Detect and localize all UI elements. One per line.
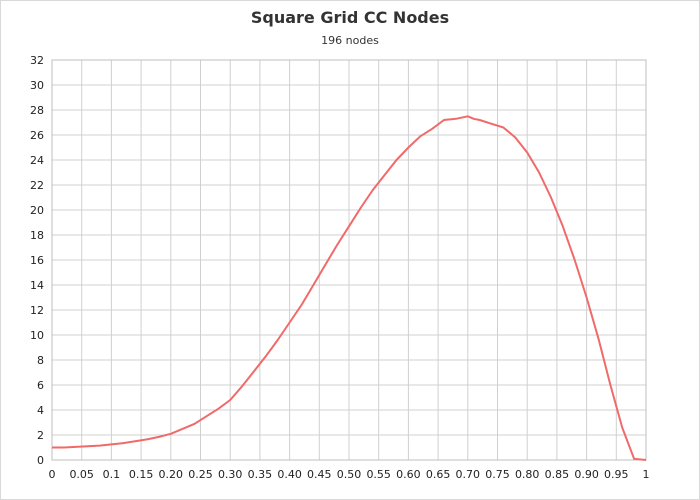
y-tick-label: 0 [37, 454, 44, 467]
x-tick-label: 0.90 [574, 468, 599, 481]
x-tick-label: 0.15 [129, 468, 154, 481]
y-tick-label: 28 [30, 104, 44, 117]
x-tick-label: 0.85 [545, 468, 570, 481]
x-tick-label: 1 [643, 468, 650, 481]
x-tick-label: 0.60 [396, 468, 421, 481]
x-axis-tick-labels: 0 0.05 0.1 0.15 0.20 0.25 0.30 0.35 0.40 0.45 0.50… [49, 468, 650, 481]
chart-title: Square Grid CC Nodes [250, 8, 450, 27]
x-tick-label: 0.35 [248, 468, 273, 481]
y-tick-label: 12 [30, 304, 44, 317]
x-tick-label: 0.05 [69, 468, 94, 481]
x-tick-label: 0.95 [604, 468, 629, 481]
x-tick-label: 0 [49, 468, 56, 481]
x-tick-label: 0.75 [485, 468, 510, 481]
y-tick-label: 26 [30, 129, 44, 142]
x-tick-label: 0.65 [426, 468, 451, 481]
y-tick-label: 24 [30, 154, 44, 167]
plot-border [51, 59, 647, 461]
series-group [52, 115, 647, 461]
y-tick-label: 2 [37, 429, 44, 442]
x-tick-label: 0.1 [103, 468, 121, 481]
y-tick-label: 32 [30, 54, 44, 67]
y-tick-label: 10 [30, 329, 44, 342]
y-tick-label: 6 [37, 379, 44, 392]
y-tick-label: 18 [30, 229, 44, 242]
y-tick-label: 4 [37, 404, 44, 417]
x-tick-label: 0.40 [277, 468, 302, 481]
series-line [52, 115, 647, 461]
chart-subtitle: 196 nodes [321, 34, 379, 47]
x-tick-label: 0.80 [515, 468, 540, 481]
x-tick-label: 0.50 [337, 468, 362, 481]
y-tick-label: 16 [30, 254, 44, 267]
y-tick-label: 14 [30, 279, 44, 292]
y-tick-label: 30 [30, 79, 44, 92]
x-tick-label: 0.20 [159, 468, 184, 481]
x-tick-label: 0.70 [456, 468, 481, 481]
x-tick-label: 0.55 [366, 468, 391, 481]
x-tick-label: 0.45 [307, 468, 332, 481]
grid-lines [51, 59, 647, 461]
x-tick-label: 0.25 [188, 468, 213, 481]
y-tick-label: 22 [30, 179, 44, 192]
y-tick-label: 8 [37, 354, 44, 367]
x-tick-label: 0.30 [218, 468, 243, 481]
y-tick-label: 20 [30, 204, 44, 217]
